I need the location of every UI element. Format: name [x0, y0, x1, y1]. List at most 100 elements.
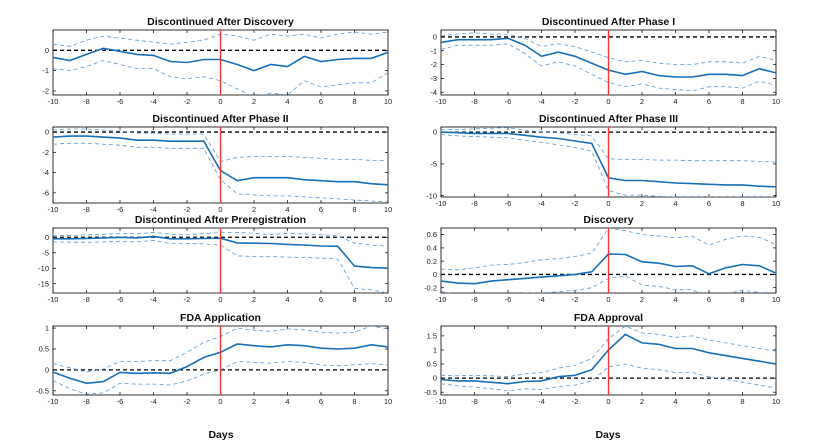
x-tick-label: 8 — [740, 295, 744, 304]
x-tick-label: 6 — [319, 295, 323, 304]
chart-panel-2: Discontinued After Phase II -10 -8 -6 -4 -2 0 2… — [42, 113, 392, 214]
y-tick-label: -1 — [42, 66, 49, 75]
y-tick-label: 0 — [45, 233, 49, 242]
x-tick-label: 6 — [707, 199, 711, 208]
y-tick-label: -10 — [426, 191, 437, 200]
y-tick-label: 1 — [45, 324, 49, 333]
y-tick-label: -5 — [430, 160, 437, 169]
x-tick-label: -8 — [471, 97, 478, 106]
x-tick-label: 4 — [285, 97, 289, 106]
chart-title: Discovery — [583, 214, 633, 226]
confidence-band-lower — [441, 43, 776, 92]
x-tick-label: -10 — [436, 295, 447, 304]
x-tick-label: 4 — [673, 397, 677, 406]
x-tick-label: 10 — [772, 97, 780, 106]
x-tick-label: 10 — [384, 97, 392, 106]
x-tick-label: 8 — [352, 205, 356, 214]
y-tick-label: -10 — [38, 264, 49, 273]
confidence-band-upper — [441, 32, 776, 65]
y-tick-label: 0 — [433, 33, 437, 42]
x-tick-label: 6 — [707, 295, 711, 304]
chart-title: Discontinued After Discovery — [147, 16, 294, 28]
chart-title: FDA Application — [180, 312, 261, 324]
x-tick-label: -4 — [150, 295, 157, 304]
x-tick-label: 2 — [640, 199, 644, 208]
x-tick-label: 4 — [285, 205, 289, 214]
x-tick-label: -8 — [83, 97, 90, 106]
x-tick-label: 10 — [384, 295, 392, 304]
x-tick-label: 6 — [707, 97, 711, 106]
x-tick-label: 2 — [252, 397, 256, 406]
x-tick-label: 0 — [218, 295, 222, 304]
x-tick-label: -8 — [83, 205, 90, 214]
x-axis-label-left: Days — [208, 429, 233, 441]
y-tick-label: -4 — [42, 168, 49, 177]
x-tick-label: -2 — [572, 199, 579, 208]
y-tick-label: -0.2 — [424, 283, 437, 292]
y-tick-label: 0 — [45, 128, 49, 137]
chart-panel-3: Discontinued After Phase III -10 -8 -6 -4 -2 0… — [426, 113, 780, 208]
y-tick-label: -0.5 — [424, 388, 437, 397]
y-tick-label: 0.5 — [39, 345, 49, 354]
chart-panel-7: FDA Approval -10 -8 -6 -4 -2 0 2 4 6 8 10 1.5 1 0.5 0 -0… — [424, 312, 780, 406]
x-tick-label: -6 — [505, 295, 512, 304]
y-tick-label: -6 — [42, 188, 49, 197]
x-tick-label: 2 — [640, 295, 644, 304]
chart-panel-6: FDA Application -10 -8 -6 -4 -2 0 2 4 6 8 10 1 0.5 0 -0… — [36, 312, 392, 406]
x-tick-label: -8 — [471, 295, 478, 304]
x-tick-label: -6 — [117, 97, 124, 106]
x-tick-label: -2 — [184, 97, 191, 106]
y-tick-label: -4 — [430, 88, 437, 97]
y-tick-label: -5 — [42, 248, 49, 257]
x-tick-label: 6 — [319, 397, 323, 406]
y-tick-label: 0 — [433, 270, 437, 279]
confidence-band-lower — [441, 363, 776, 392]
x-axis-label-right: Days — [595, 429, 620, 441]
confidence-band-upper — [441, 326, 776, 378]
chart-panel-1: Discontinued After Phase I-10 -8 -6 -4 -2 0 2 4… — [430, 16, 780, 106]
x-tick-label: -2 — [184, 397, 191, 406]
chart-panel-0: Discontinued After Discovery-10 -8 -6 -4 -2 0… — [42, 16, 392, 106]
x-tick-label: 4 — [673, 199, 677, 208]
x-tick-label: -8 — [471, 397, 478, 406]
x-tick-label: -6 — [505, 397, 512, 406]
x-tick-label: -4 — [150, 97, 157, 106]
confidence-band-upper — [441, 228, 776, 271]
x-tick-label: -4 — [538, 97, 545, 106]
x-tick-label: -2 — [572, 397, 579, 406]
x-tick-label: 4 — [673, 295, 677, 304]
x-tick-label: 10 — [772, 295, 780, 304]
x-tick-label: 8 — [352, 97, 356, 106]
chart-title: Discontinued After Phase III — [539, 113, 678, 125]
x-tick-label: 0 — [606, 199, 610, 208]
x-tick-label: -8 — [83, 397, 90, 406]
y-tick-label: 0.4 — [427, 243, 437, 252]
x-tick-label: 2 — [252, 97, 256, 106]
x-tick-label: -10 — [436, 397, 447, 406]
x-tick-label: -2 — [184, 205, 191, 214]
x-tick-label: 0 — [218, 397, 222, 406]
y-tick-label: -3 — [430, 74, 437, 83]
x-tick-label: -10 — [436, 97, 447, 106]
x-tick-label: 2 — [640, 397, 644, 406]
x-tick-label: 8 — [740, 199, 744, 208]
y-tick-label: -2 — [430, 60, 437, 69]
x-tick-label: 2 — [640, 97, 644, 106]
x-tick-label: -2 — [572, 97, 579, 106]
x-tick-label: -6 — [505, 97, 512, 106]
chart-title: Discontinued After Preregistration — [135, 214, 306, 226]
y-tick-label: -1 — [430, 46, 437, 55]
x-tick-label: -8 — [471, 199, 478, 208]
x-tick-label: 8 — [352, 295, 356, 304]
y-tick-label: 1 — [433, 346, 437, 355]
x-tick-label: 8 — [352, 397, 356, 406]
x-tick-label: -4 — [538, 295, 545, 304]
x-tick-label: -4 — [150, 205, 157, 214]
x-tick-label: 8 — [740, 97, 744, 106]
x-tick-label: 8 — [740, 397, 744, 406]
y-tick-label: 0 — [433, 374, 437, 383]
y-tick-label: -0.5 — [36, 386, 49, 395]
x-tick-label: 6 — [707, 397, 711, 406]
x-tick-label: 0 — [606, 295, 610, 304]
